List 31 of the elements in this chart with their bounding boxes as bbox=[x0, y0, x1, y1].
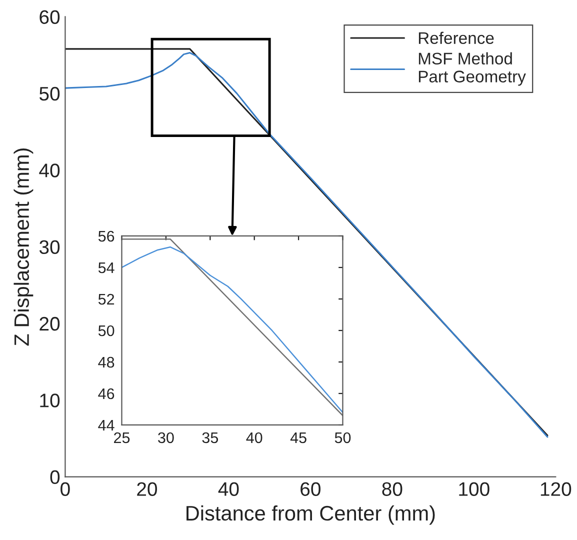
y-tick-label: 54 bbox=[98, 262, 114, 274]
x-tick-label: 40 bbox=[246, 432, 262, 444]
legend-label: Reference bbox=[418, 32, 494, 44]
y-tick-label: 20 bbox=[40, 316, 60, 331]
x-tick-label: 60 bbox=[300, 482, 320, 496]
y-tick-label: 0 bbox=[50, 470, 60, 484]
x-tick-label: 120 bbox=[540, 482, 572, 496]
y-tick-label: 48 bbox=[98, 356, 114, 368]
y-tick-label: 56 bbox=[98, 230, 114, 242]
x-tick-label: 30 bbox=[158, 432, 174, 444]
y-tick-label: 40 bbox=[39, 164, 60, 178]
y-tick-label: 50 bbox=[39, 86, 60, 101]
x-tick-label: 100 bbox=[459, 482, 490, 496]
y-tick-label: 30 bbox=[39, 240, 60, 254]
legend-label: MSF Method Part Geometry bbox=[418, 52, 526, 86]
y-tick-label: 10 bbox=[40, 394, 60, 408]
x-tick-label: 50 bbox=[334, 432, 351, 444]
x-tick-label: 0 bbox=[60, 482, 70, 496]
y-tick-label: 46 bbox=[98, 388, 114, 400]
x-tick-label: 80 bbox=[382, 482, 402, 496]
y-tick-label: 60 bbox=[40, 10, 60, 24]
x-tick-label: 35 bbox=[202, 432, 218, 444]
y-axis-title: Z Displacement (mm) bbox=[14, 148, 34, 346]
x-tick-label: 20 bbox=[137, 482, 157, 496]
x-tick-label: 40 bbox=[218, 482, 239, 496]
x-tick-label: 25 bbox=[114, 432, 130, 444]
x-axis-title: Distance from Center (mm) bbox=[186, 505, 435, 525]
y-tick-label: 52 bbox=[98, 294, 114, 305]
x-tick-label: 45 bbox=[290, 432, 306, 444]
y-tick-label: 44 bbox=[98, 420, 114, 431]
y-tick-label: 50 bbox=[98, 325, 114, 336]
